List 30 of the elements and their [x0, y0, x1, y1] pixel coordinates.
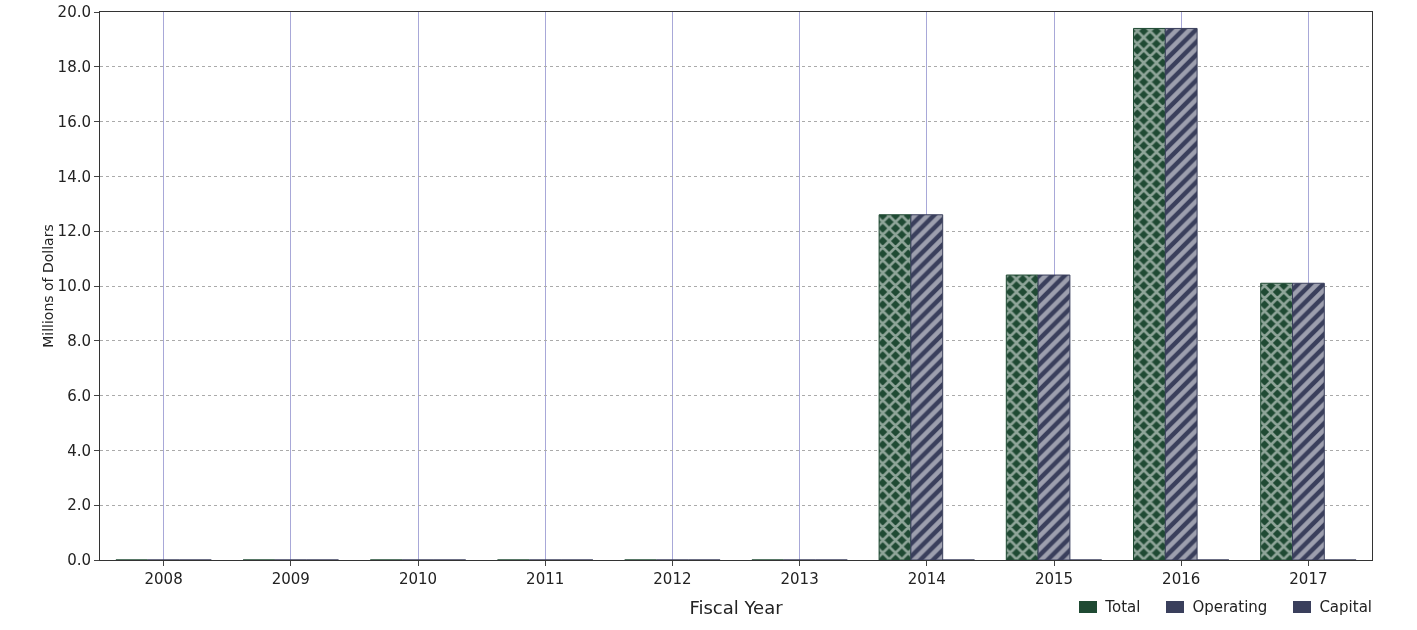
- y-tick-label: 6.0: [67, 386, 91, 405]
- bar: [1260, 282, 1293, 560]
- x-axis-title: Fiscal Year: [689, 597, 784, 619]
- y-tick-label: 20.0: [57, 3, 91, 22]
- x-tick-label: 2011: [526, 570, 565, 588]
- x-tick-label: 2014: [907, 570, 946, 588]
- x-tick-label: 2009: [271, 570, 310, 588]
- y-tick-label: 12.0: [57, 222, 91, 241]
- x-tick-label: 2017: [1289, 570, 1328, 588]
- y-tick-label: 8.0: [67, 332, 91, 351]
- x-tick-label: 2013: [780, 570, 819, 588]
- y-tick-label: 14.0: [57, 167, 91, 186]
- legend-label: Capital: [1319, 598, 1372, 616]
- y-tick-label: 10.0: [57, 277, 91, 296]
- y-tick-label: 16.0: [57, 112, 91, 131]
- y-tick-label: 4.0: [67, 441, 91, 460]
- bar: [878, 214, 912, 560]
- legend-label: Total: [1105, 598, 1141, 616]
- y-tick-label: 2.0: [67, 496, 91, 515]
- x-tick-label: 2016: [1162, 570, 1201, 588]
- x-tick-label: 2015: [1034, 570, 1074, 588]
- y-axis-title: Millions of Dollars: [39, 224, 56, 348]
- legend-label: Operating: [1192, 598, 1268, 616]
- x-tick-label: 2010: [398, 570, 438, 588]
- x-tick-label: 2012: [653, 570, 692, 588]
- bar: [1133, 27, 1166, 560]
- bar: [1005, 274, 1039, 560]
- x-tick-label: 2008: [144, 570, 183, 588]
- y-tick-label: 18.0: [57, 58, 91, 77]
- y-tick-label: 0.0: [67, 551, 91, 570]
